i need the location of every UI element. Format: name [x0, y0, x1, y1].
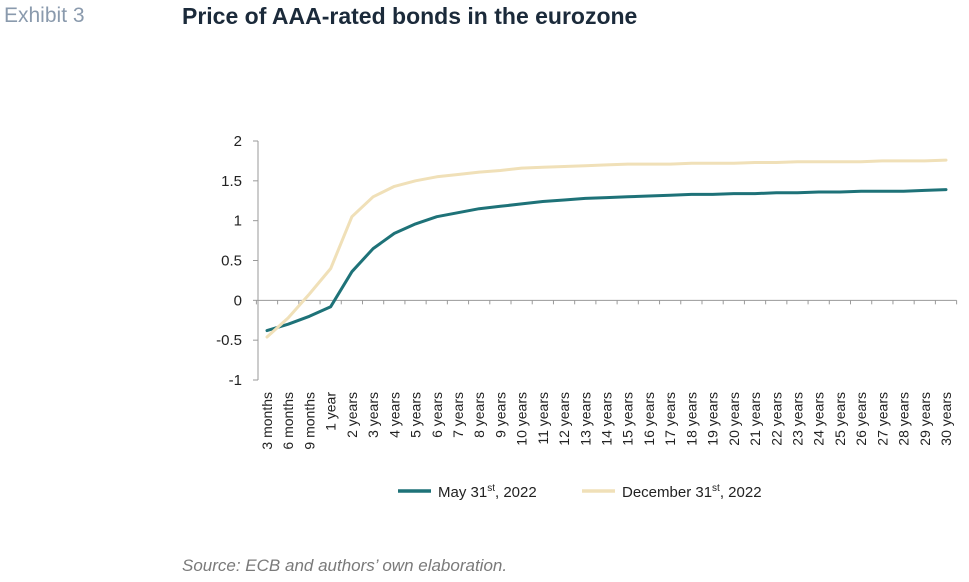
x-tick-label: 25 years — [832, 392, 848, 446]
legend-label: December 31st, 2022 — [622, 483, 762, 501]
x-tick-label: 5 years — [408, 392, 424, 438]
x-tick-labels: 3 months 6 months 9 months 1 year 2 years 3 y… — [259, 392, 954, 450]
x-tick-label: 30 years — [938, 392, 954, 446]
x-tick-label: 11 years — [535, 392, 551, 445]
exhibit-label: Exhibit 3 — [4, 4, 85, 27]
x-tick-label: 18 years — [683, 392, 699, 446]
y-tick-labels: 2 1.5 1 0.5 0 -0.5 -1 — [216, 133, 242, 389]
chart-axes — [253, 140, 958, 381]
chart-legend: May 31st, 2022 December 31st, 2022 — [398, 483, 762, 501]
y-tick-label: -1 — [229, 372, 242, 389]
x-tick-label: 7 years — [450, 392, 466, 438]
x-tick-label: 3 months — [259, 392, 275, 450]
y-tick-label: 0 — [234, 292, 242, 309]
x-tick-label: 29 years — [917, 392, 933, 446]
source-note: Source: ECB and authors’ own elaboration… — [182, 556, 508, 575]
x-tick-label: 8 years — [471, 392, 487, 438]
x-tick-label: 21 years — [747, 392, 763, 446]
x-tick-label: 16 years — [641, 392, 657, 446]
y-tick-label: -0.5 — [216, 332, 242, 349]
x-tick-label: 28 years — [896, 392, 912, 446]
legend-label: May 31st, 2022 — [438, 483, 537, 501]
y-tick-label: 1.5 — [221, 173, 242, 190]
y-tick-label: 2 — [234, 133, 242, 150]
y-tick-label: 1 — [234, 213, 242, 230]
x-tick-label: 12 years — [556, 392, 572, 446]
x-tick-label: 10 years — [514, 392, 530, 446]
x-tick-label: 15 years — [620, 392, 636, 446]
x-tick-label: 6 months — [280, 392, 296, 450]
y-tick-label: 0.5 — [221, 253, 242, 270]
x-tick-label: 27 years — [874, 392, 890, 446]
x-tick-label: 3 years — [365, 392, 381, 438]
x-tick-label: 22 years — [768, 392, 784, 446]
series-line-may-2022 — [265, 188, 948, 333]
x-tick-label: 14 years — [599, 392, 615, 446]
x-tick-label: 9 months — [301, 392, 317, 450]
x-tick-label: 19 years — [705, 392, 721, 446]
x-tick-label: 9 years — [492, 392, 508, 438]
x-tick-label: 4 years — [386, 392, 402, 438]
x-tick-label: 1 year — [323, 392, 339, 431]
x-tick-label: 24 years — [811, 392, 827, 446]
x-tick-label: 23 years — [789, 392, 805, 446]
x-tick-label: 20 years — [726, 392, 742, 446]
x-tick-label: 13 years — [577, 392, 593, 446]
x-tick-label: 17 years — [662, 392, 678, 446]
x-tick-label: 2 years — [344, 392, 360, 438]
chart-title: Price of AAA-rated bonds in the eurozone — [182, 3, 638, 29]
series-line-december-2022 — [265, 158, 948, 339]
x-tick-label: 6 years — [429, 392, 445, 438]
chart-series — [265, 158, 948, 339]
x-tick-label: 26 years — [853, 392, 869, 446]
